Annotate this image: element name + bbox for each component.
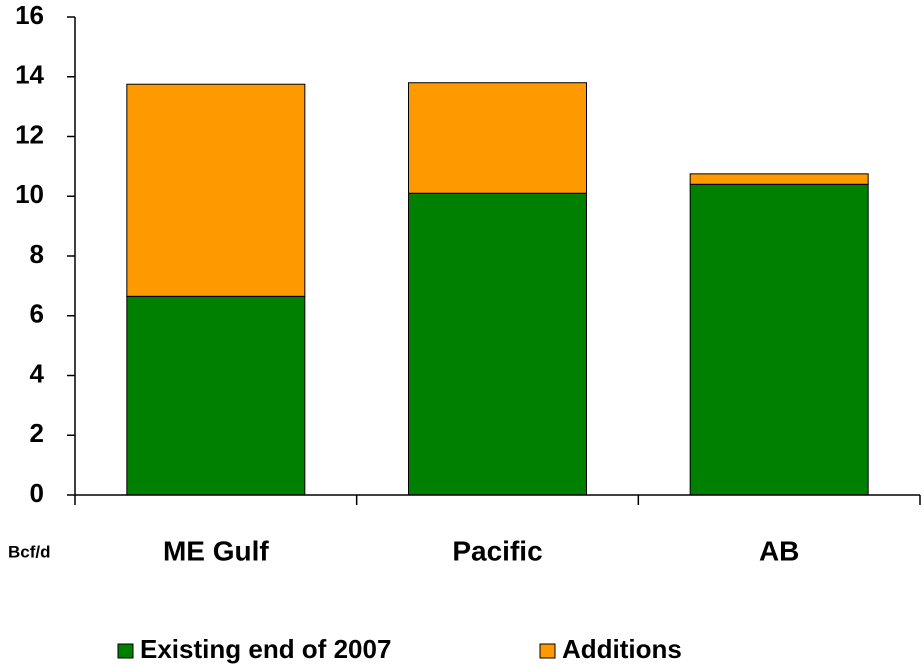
y-tick-label: 0 (30, 478, 44, 508)
bar-segment (408, 82, 587, 194)
y-axis-label: Bcf/d (8, 542, 51, 561)
y-tick-label: 14 (15, 60, 44, 90)
bar-segment (126, 295, 306, 496)
y-tick-label: 2 (30, 418, 44, 448)
bar-segment (126, 83, 306, 297)
legend-swatch (117, 643, 134, 659)
legend-label: Existing end of 2007 (140, 634, 391, 664)
bar-segment (689, 183, 869, 496)
bar-segment (408, 192, 587, 496)
y-tick-label: 16 (15, 0, 44, 30)
x-tick-label: AB (759, 535, 799, 566)
y-tick-label: 8 (30, 239, 44, 269)
legend-label: Additions (562, 634, 682, 664)
y-tick-label: 10 (15, 179, 44, 209)
x-tick-label: ME Gulf (163, 535, 269, 566)
x-tick-label: Pacific (452, 535, 542, 566)
y-tick-label: 6 (30, 299, 44, 329)
y-tick-label: 12 (15, 119, 44, 149)
legend-swatch (539, 643, 556, 659)
bar-segment (689, 173, 869, 185)
y-tick-label: 4 (30, 358, 45, 388)
